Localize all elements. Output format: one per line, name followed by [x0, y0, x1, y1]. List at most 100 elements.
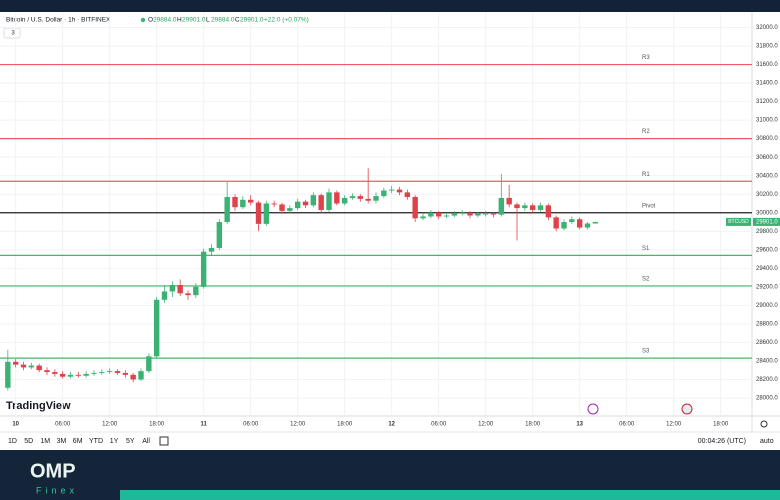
candle-body	[255, 202, 262, 224]
pivot-label: S2	[642, 276, 650, 282]
candle-body	[20, 364, 27, 368]
candle-body	[52, 372, 58, 374]
candle-body	[373, 196, 379, 201]
candle-body	[334, 192, 340, 204]
candle-body	[36, 365, 42, 371]
y-tick-label: 29800.0	[756, 229, 778, 235]
y-tick-label: 30000.0	[756, 210, 778, 216]
clock: 00:04:26 (UTC)	[698, 438, 746, 445]
candle-body	[169, 284, 176, 292]
candle-body	[83, 373, 89, 376]
candle-body	[287, 208, 293, 211]
last-price: 29901.0	[756, 219, 778, 225]
y-tick-label: 31000.0	[756, 118, 778, 124]
candle-body	[459, 212, 465, 214]
plot: R3 R2 R1 Pivot S1 S2 S3	[0, 12, 752, 416]
candle-body	[388, 189, 395, 191]
candle-body	[365, 198, 371, 201]
y-tick-label: 29200.0	[756, 284, 778, 290]
settings-icon[interactable]	[760, 420, 768, 428]
candle-body	[12, 361, 19, 365]
candle-body	[177, 284, 183, 294]
footer-accent	[120, 490, 780, 500]
candle-body	[279, 204, 285, 211]
ohlc-value: 29884.0	[153, 17, 177, 24]
candle-body	[576, 219, 583, 228]
y-tick-label: 30800.0	[756, 136, 778, 142]
range-button[interactable]: 6M	[73, 438, 83, 445]
scale-mode[interactable]: auto	[760, 438, 774, 445]
candle-body	[271, 203, 277, 205]
y-tick-label: 30200.0	[756, 192, 778, 198]
x-tick-label: 11	[200, 422, 207, 428]
x-tick-label: 12:00	[290, 422, 306, 428]
range-button[interactable]: 5Y	[126, 438, 135, 445]
candle-body	[114, 371, 121, 373]
ohlc-value: 29884.0	[211, 17, 235, 24]
candle-body	[200, 251, 207, 287]
candle-body	[428, 212, 434, 217]
range-button[interactable]: 3M	[57, 438, 67, 445]
brand-sub: Finex	[36, 485, 78, 495]
last-price-box	[753, 217, 780, 226]
y-tick-label: 29000.0	[756, 303, 778, 309]
candle-body	[522, 205, 528, 209]
candle-body	[381, 190, 387, 197]
pivot-label: S1	[642, 246, 650, 252]
candle-body	[5, 361, 11, 388]
ohlc-value: 29901.0	[240, 17, 264, 24]
candle-body	[341, 197, 348, 204]
candle-body	[28, 365, 35, 368]
x-tick-label: 18:00	[525, 422, 541, 428]
x-tick-label: 18:00	[149, 422, 165, 428]
candle-body	[310, 195, 317, 206]
candle-body	[216, 222, 223, 248]
candle-body	[443, 215, 450, 217]
ohlc-key: O	[148, 17, 153, 24]
candle-body	[435, 212, 442, 217]
candle-body	[349, 196, 356, 198]
x-tick-label: 06:00	[619, 422, 635, 428]
y-tick-label: 29600.0	[756, 247, 778, 253]
range-button[interactable]: 5D	[24, 438, 33, 445]
candle-body	[506, 197, 512, 205]
x-tick-label: 18:00	[713, 422, 729, 428]
candle-body	[232, 197, 238, 208]
candle-body	[59, 373, 66, 377]
price-tag: BTCUSD	[728, 219, 749, 225]
y-tick-label: 28600.0	[756, 340, 778, 346]
range-button[interactable]: 1M	[40, 438, 50, 445]
x-tick-label: 18:00	[337, 422, 353, 428]
candle-body	[490, 213, 497, 215]
candle-body	[537, 205, 544, 210]
range-button[interactable]: All	[142, 438, 150, 445]
ohlc-key: H	[177, 17, 182, 24]
candle-body	[569, 219, 575, 223]
range-button[interactable]: 1D	[8, 438, 17, 445]
candle-body	[553, 217, 559, 229]
range-button[interactable]: 1Y	[110, 438, 119, 445]
indicator-count[interactable]: 3	[11, 31, 15, 37]
x-tick-label: 06:00	[55, 422, 71, 428]
symbol: Bitcoin / U.S. Dollar · 1h · BITFINEX	[6, 17, 111, 24]
brand: OMP	[30, 460, 76, 482]
candle-body	[138, 371, 144, 380]
x-tick-label: 12:00	[102, 422, 118, 428]
status-dot	[140, 17, 146, 23]
candle-body	[498, 197, 505, 215]
candle-body	[318, 195, 324, 210]
candle-body	[451, 213, 458, 216]
x-tick-label: 06:00	[431, 422, 447, 428]
event-icon[interactable]	[587, 403, 599, 415]
range-button[interactable]: YTD	[89, 438, 103, 445]
candle-body	[130, 374, 136, 380]
flag-icon[interactable]	[681, 403, 693, 415]
candle-body	[240, 199, 246, 208]
calendar-icon[interactable]	[159, 436, 169, 446]
y-tick-label: 32000.0	[756, 25, 778, 31]
candle-body	[482, 213, 489, 215]
y-tick-label: 31800.0	[756, 44, 778, 50]
y-tick-label: 30600.0	[756, 155, 778, 161]
y-tick-label: 28000.0	[756, 396, 778, 402]
